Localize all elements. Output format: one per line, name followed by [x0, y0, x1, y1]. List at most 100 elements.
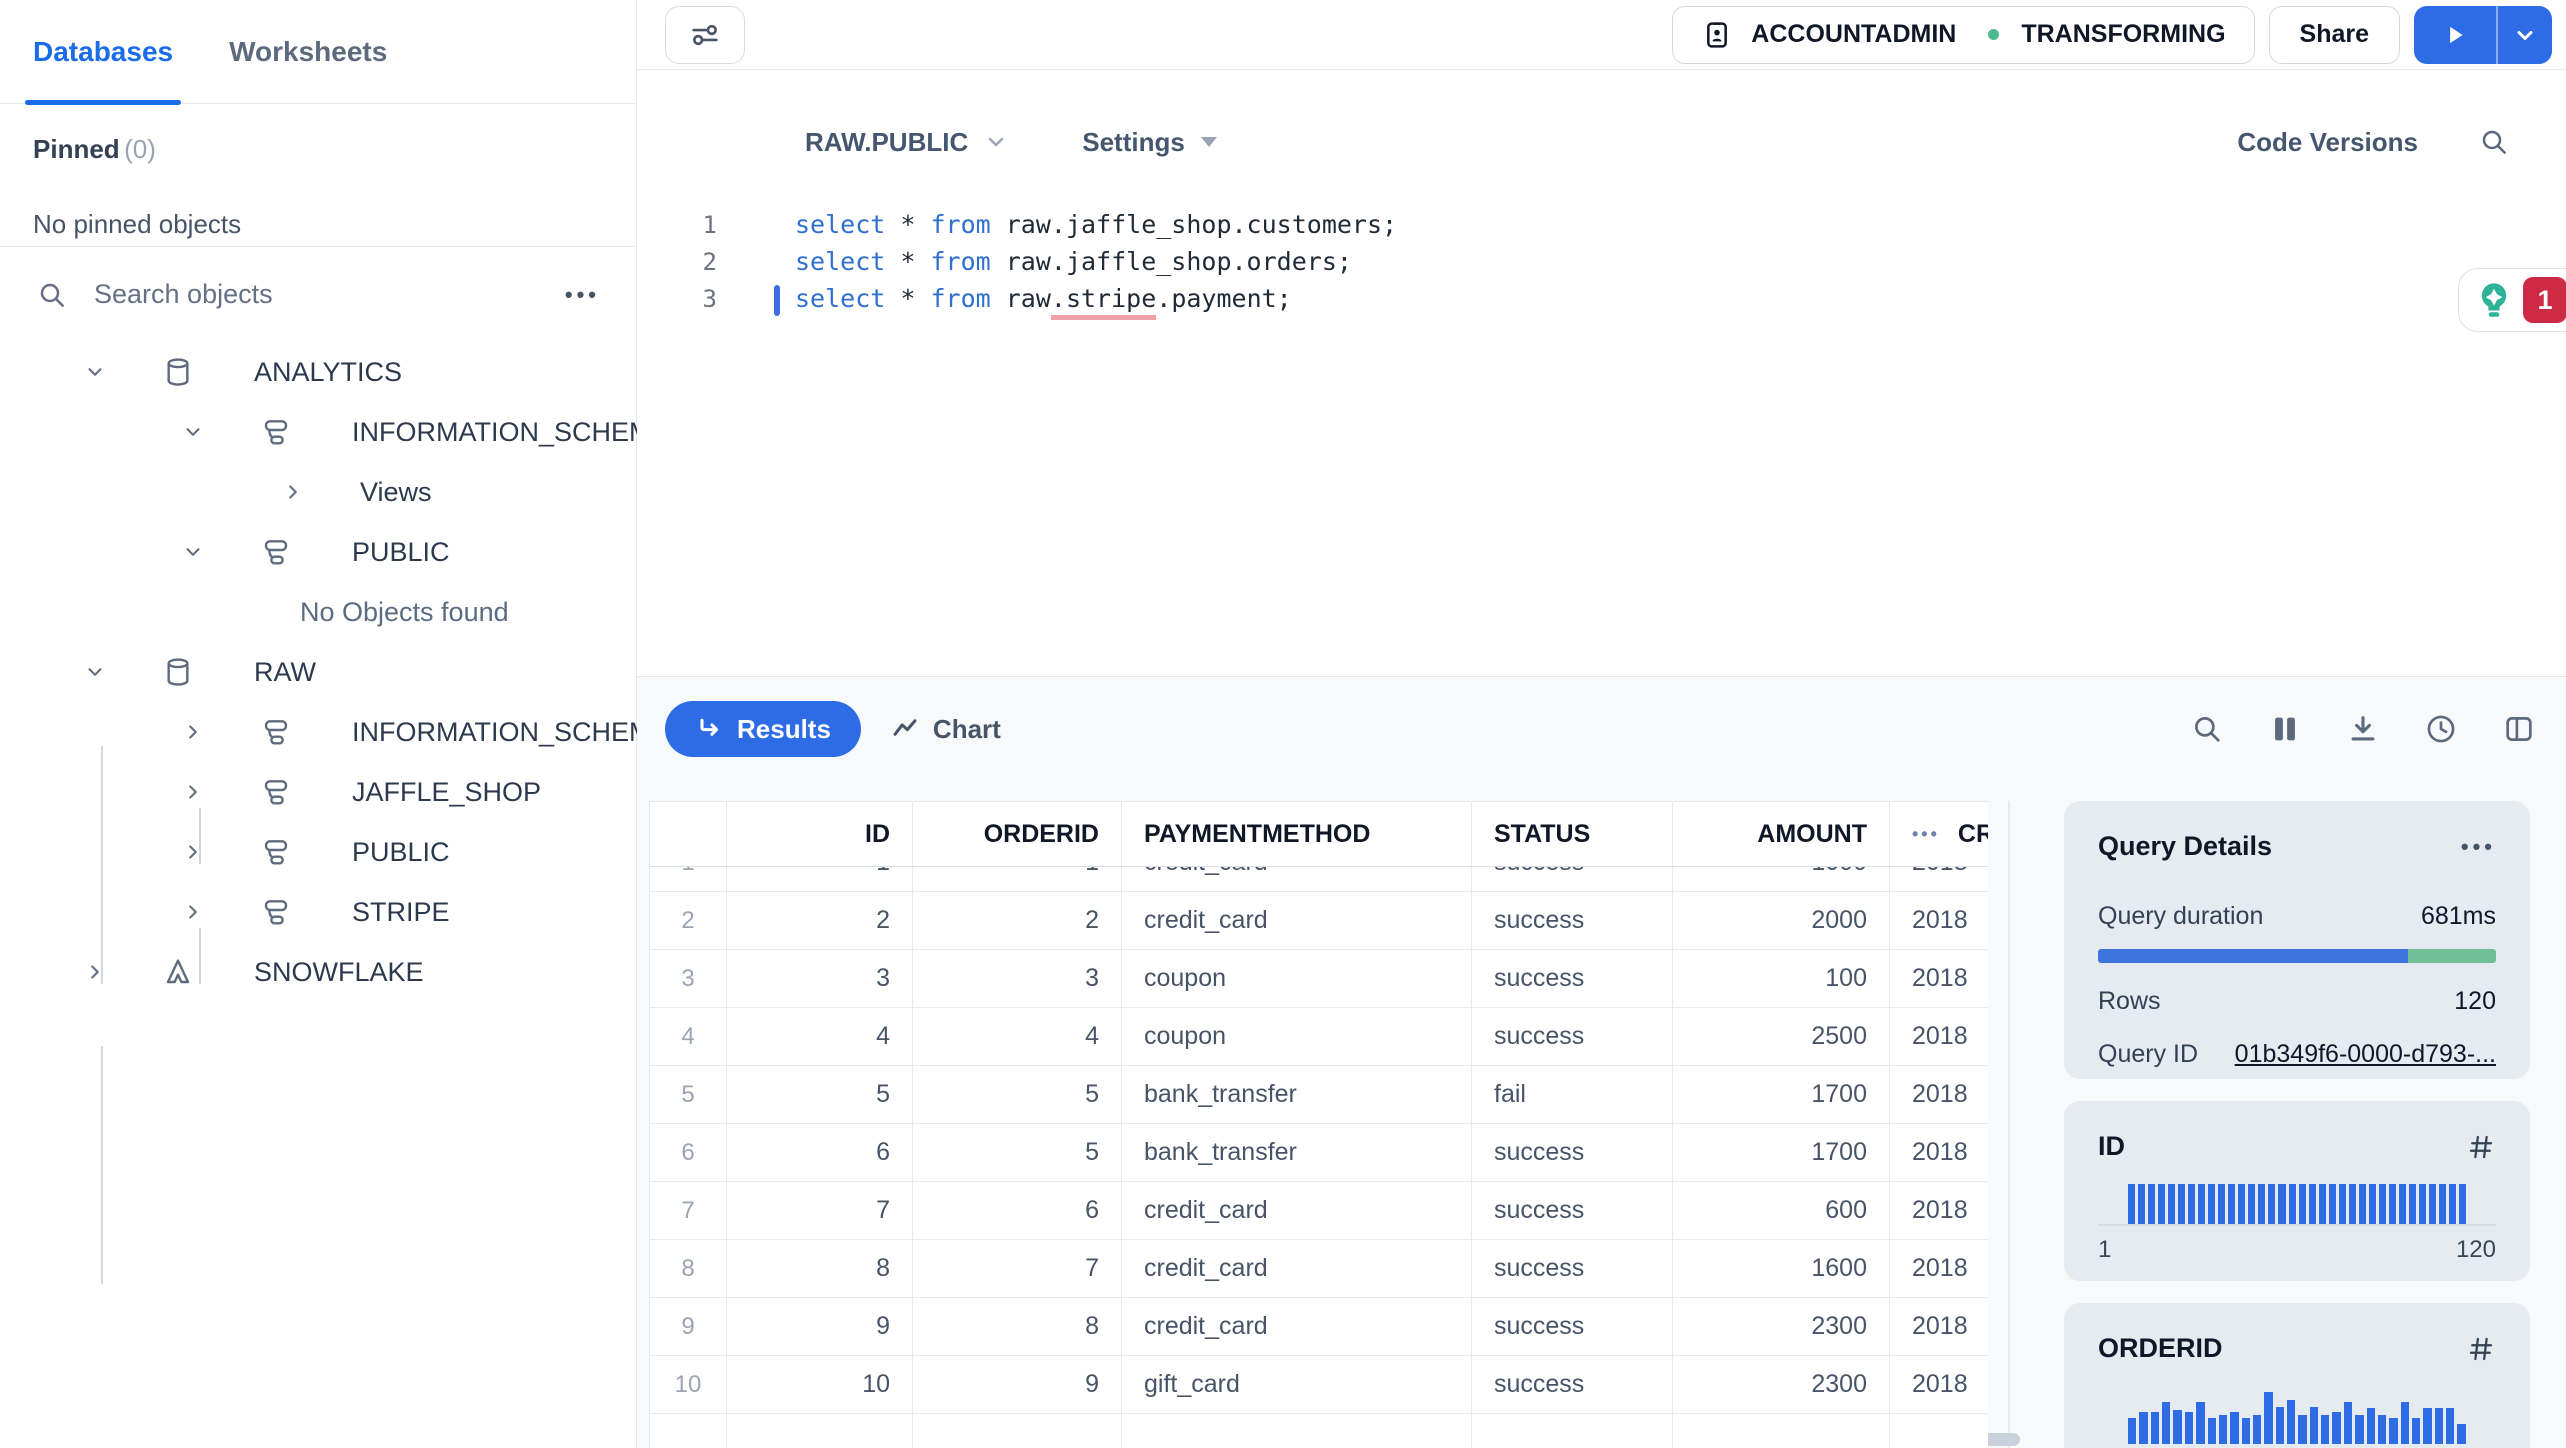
cell[interactable]: 2018 — [1890, 1298, 1988, 1355]
column-header-created[interactable]: ••• CREATED — [1890, 802, 1988, 866]
histogram-bar[interactable] — [2428, 1184, 2436, 1224]
cell[interactable] — [1122, 1414, 1472, 1448]
code-line-1[interactable]: 1 select * from raw.jaffle_shop.customers… — [637, 206, 2566, 243]
histogram-bar[interactable] — [2173, 1410, 2182, 1444]
histogram-bar[interactable] — [2248, 1184, 2256, 1224]
chevron-right-icon[interactable] — [182, 721, 204, 743]
cell[interactable]: 10 — [727, 1356, 913, 1413]
cell[interactable]: 4 — [913, 1008, 1122, 1065]
column-header-paymentmethod[interactable]: PAYMENTMETHOD — [1122, 802, 1472, 866]
cell[interactable]: 2000 — [1673, 892, 1890, 949]
tree-item-public[interactable]: PUBLIC — [0, 822, 636, 882]
column-header-status[interactable]: STATUS — [1472, 802, 1673, 866]
table-row[interactable]: 9 9 8 credit_card success 2300 2018 — [649, 1298, 1988, 1356]
tab-chart[interactable]: Chart — [861, 701, 1031, 757]
chevron-right-icon[interactable] — [182, 781, 204, 803]
histogram-bar[interactable] — [2228, 1184, 2236, 1224]
copilot-suggestion-button[interactable]: 1 — [2458, 268, 2566, 332]
chevron-down-icon[interactable] — [84, 361, 106, 383]
cell[interactable]: 8 — [913, 1298, 1122, 1355]
histogram-bar[interactable] — [2438, 1184, 2446, 1224]
histogram-bar[interactable] — [2275, 1407, 2285, 1444]
table-row[interactable]: 7 7 6 credit_card success 600 2018 — [649, 1182, 1988, 1240]
histogram-bar[interactable] — [2328, 1184, 2336, 1224]
histogram-bar[interactable] — [2208, 1184, 2216, 1224]
histogram-bar[interactable] — [2378, 1184, 2386, 1224]
tree-item-information-schema[interactable]: INFORMATION_SCHEMA — [0, 702, 670, 762]
cell[interactable]: fail — [1472, 1066, 1673, 1123]
code-line-3[interactable]: 3 select * from raw.stripe.payment; — [637, 280, 2566, 320]
histogram-bar[interactable] — [2150, 1412, 2160, 1444]
histogram-bar[interactable] — [2418, 1184, 2426, 1224]
code-versions-button[interactable]: Code Versions — [2237, 126, 2418, 157]
cell[interactable]: success — [1472, 892, 1673, 949]
tree-item-stripe[interactable]: STRIPE — [0, 882, 636, 942]
histogram-bar[interactable] — [2196, 1402, 2205, 1444]
cell[interactable]: success — [1472, 1124, 1673, 1181]
cell[interactable]: 7 — [727, 1182, 913, 1239]
cell[interactable]: credit_card — [1122, 1240, 1472, 1297]
column-menu-dots[interactable]: ••• — [1912, 823, 1940, 844]
column-header-id[interactable]: ID — [727, 802, 913, 866]
histogram-bar[interactable] — [2459, 1184, 2467, 1224]
histogram-bar[interactable] — [2318, 1184, 2326, 1224]
sql-editor[interactable]: 1 select * from raw.jaffle_shop.customers… — [637, 180, 2566, 676]
code-line-2[interactable]: 2 select * from raw.jaffle_shop.orders; — [637, 243, 2566, 280]
settings-dropdown[interactable]: Settings — [1082, 127, 1217, 158]
cell[interactable]: 6 — [727, 1124, 913, 1181]
histogram-bar[interactable] — [2321, 1415, 2330, 1444]
cell[interactable]: 2300 — [1673, 1298, 1890, 1355]
cell[interactable]: 2018 — [1890, 950, 1988, 1007]
tree-item-public[interactable]: PUBLIC — [0, 522, 636, 582]
cell[interactable]: success — [1472, 1298, 1673, 1355]
column-header-orderid[interactable]: ORDERID — [913, 802, 1122, 866]
histogram-bar[interactable] — [2338, 1184, 2346, 1224]
histogram-bar[interactable] — [2332, 1412, 2341, 1444]
search-results-button[interactable] — [2190, 712, 2224, 746]
cell[interactable]: 2 — [913, 892, 1122, 949]
cell[interactable]: 2018 — [1890, 1124, 1988, 1181]
chevron-down-icon[interactable] — [182, 541, 204, 563]
cell[interactable]: gift_card — [1122, 1356, 1472, 1413]
cell[interactable]: credit_card — [1122, 1298, 1472, 1355]
histogram-bar[interactable] — [2457, 1424, 2466, 1444]
histogram-bar[interactable] — [2207, 1418, 2216, 1444]
histogram-bar[interactable] — [2188, 1184, 2196, 1224]
histogram-bar[interactable] — [2198, 1184, 2206, 1224]
tree-item-raw[interactable]: RAW — [0, 642, 636, 702]
cell[interactable]: 2018 — [1890, 1356, 1988, 1413]
cell[interactable]: 6 — [913, 1182, 1122, 1239]
cell[interactable]: 2018 — [1890, 1008, 1988, 1065]
tree-item-jaffle-shop[interactable]: JAFFLE_SHOP — [0, 762, 636, 822]
table-row[interactable]: 10 10 9 gift_card success 2300 2018 — [649, 1356, 1988, 1414]
search-input[interactable]: Search objects — [94, 279, 273, 309]
histogram-bar[interactable] — [2411, 1418, 2421, 1444]
chevron-right-icon[interactable] — [182, 901, 204, 923]
column-header-amount[interactable]: AMOUNT — [1673, 802, 1890, 866]
histogram-bar[interactable] — [2241, 1418, 2250, 1444]
share-button[interactable]: Share — [2268, 5, 2400, 64]
database-context-dropdown[interactable]: RAW.PUBLIC — [805, 127, 1008, 158]
histogram-bar[interactable] — [2358, 1184, 2366, 1224]
cell[interactable]: 7 — [913, 1240, 1122, 1297]
cell[interactable]: 9 — [913, 1356, 1122, 1413]
cell[interactable]: credit_card — [1122, 892, 1472, 949]
cell[interactable]: coupon — [1122, 1008, 1472, 1065]
worksheet-filters-button[interactable] — [665, 5, 745, 64]
histogram-bar[interactable] — [2298, 1415, 2307, 1444]
cell[interactable] — [1472, 1414, 1673, 1448]
cell[interactable]: 1700 — [1673, 1066, 1890, 1123]
histogram-bar[interactable] — [2398, 1184, 2406, 1224]
histogram-bar[interactable] — [2377, 1415, 2387, 1444]
histogram-bar[interactable] — [2423, 1408, 2432, 1444]
histogram-bar[interactable] — [2162, 1402, 2171, 1444]
cell[interactable]: credit_card — [1122, 1182, 1472, 1239]
chevron-down-icon[interactable] — [84, 661, 106, 683]
tree-item-information-schema[interactable]: INFORMATION_SCHEMA — [0, 402, 670, 462]
tree-item-views[interactable]: Views — [0, 462, 636, 522]
histogram-bar[interactable] — [2218, 1415, 2228, 1444]
histogram-bar[interactable] — [2366, 1408, 2375, 1444]
cell[interactable] — [913, 1414, 1122, 1448]
tree-item-analytics[interactable]: ANALYTICS — [0, 342, 636, 402]
histogram-bar[interactable] — [2368, 1184, 2376, 1224]
